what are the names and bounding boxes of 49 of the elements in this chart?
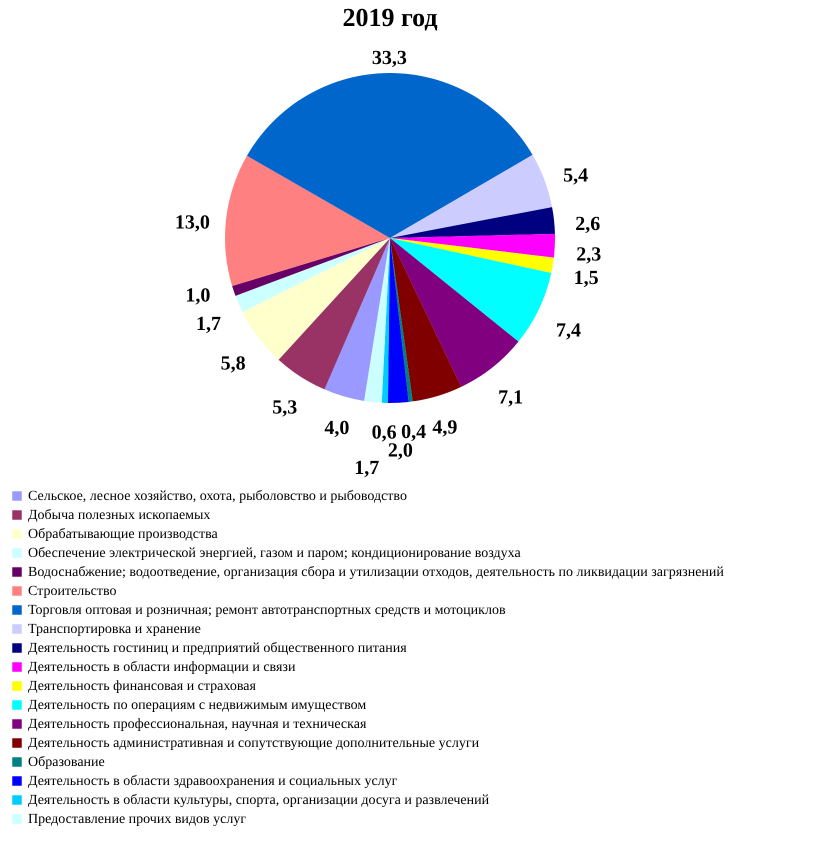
pie-slice [390,207,555,238]
legend-label: Торговля оптовая и розничная; ремонт автотранспортных средств и мотоциклов [28,603,506,618]
pie-slice [235,238,390,312]
pie-slice [390,238,554,273]
data-label: 4,9 [432,416,458,438]
pie-slice [278,238,390,390]
pie-slice [390,234,555,258]
data-label: 5,4 [563,164,588,187]
pie-slice [232,238,390,296]
legend-label: Водоснабжение; водоотведение, организация сбора и утилизации отходов, деятельность по ликвидации загрязнений [28,565,724,580]
legend-label: Деятельность по операциям с недвижимым имуществом [28,698,366,713]
legend-label: Строительство [28,584,116,599]
legend-label: Обеспечение электрической энергией, газом и паром; кондиционирование воздуха [28,546,522,561]
legend-label: Предоставление прочих видов услуг [28,812,246,827]
legend-label: Транспортировка и хранение [28,622,201,637]
data-label: 2,6 [575,212,600,235]
data-label: 4,0 [324,416,350,439]
legend-label: Деятельность в области здравоохранения и социальных услуг [28,774,398,789]
data-label: 5,8 [220,352,246,375]
legend-label: Деятельность в области культуры, спорта, организации досуга и развлечений [28,793,490,808]
legend-label: Обрабатывающие производства [28,527,219,542]
pie-slice [324,238,390,401]
legend-label: Сельское, лесное хозяйство, охота, рыболовство и рыбоводство [28,489,407,504]
legend-label: Деятельность гостиниц и предприятий общественного питания [28,641,408,656]
legend-label: Добыча полезных ископаемых [28,508,210,523]
chart-title: 2019 год [342,3,438,32]
pie-slice [225,156,390,286]
pie-slice [364,238,390,403]
data-label: 1,0 [185,284,210,306]
legend-label: Деятельность профессиональная, научная и техническая [28,717,367,732]
data-label: 1,7 [196,313,222,336]
pie-slice [388,238,409,403]
data-label: 1,5 [574,266,599,289]
pie-slice [390,154,552,238]
pie-slice [390,238,462,402]
legend-label: Деятельность финансовая и страховая [28,679,257,694]
data-label: 7,1 [498,386,524,409]
data-label: 5,3 [272,396,298,418]
data-label: 33,3 [372,46,407,69]
data-label: 1,7 [354,457,380,480]
data-label: 7,4 [556,319,581,342]
pie-slice [246,73,533,238]
legend-label: Деятельность административная и сопутствующие дополнительные услуги [28,736,480,751]
pie-slice [390,238,518,387]
pie-slice [390,238,552,342]
data-label: 2,3 [576,243,602,266]
data-label: 13,0 [174,212,210,234]
legend-label: Образование [28,755,105,770]
legend-label: Деятельность в области информации и связи [28,660,296,675]
